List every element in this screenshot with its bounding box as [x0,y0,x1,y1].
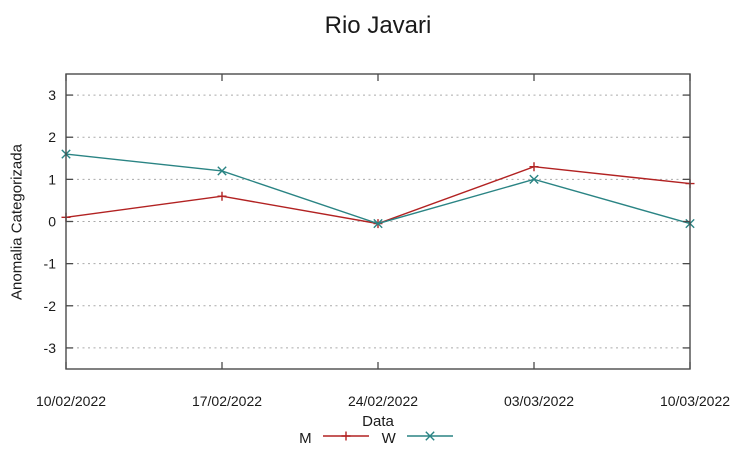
series-line-w [65,153,691,225]
chart-title: Rio Javari [324,12,432,39]
y-tick-label: -1 [44,256,57,272]
x-tick-label: 03/03/2022 [504,393,574,409]
x-tick-label: 17/02/2022 [192,393,262,409]
legend-sample-m [322,431,369,441]
series-line-m [65,166,691,225]
legend-line-x-icon [406,429,454,447]
x-tick-label: 10/02/2022 [36,393,106,409]
x-axis-label: Data [362,413,394,430]
legend: M W [0,429,753,447]
y-axis-label: Anomalia Categorizada [8,144,26,300]
y-tick-label: -2 [44,298,57,314]
y-tick-label: -3 [44,340,57,356]
marker-x-icon [529,174,539,185]
marker-x-icon [373,218,383,229]
y-tick-label: 2 [48,129,56,145]
legend-marker-x-icon [425,431,435,441]
legend-line-plus-icon [322,429,370,447]
y-tick-label: 0 [48,214,56,230]
y-tick-label: 1 [48,171,56,187]
legend-sample-w [406,431,453,441]
legend-label-m: M [299,429,312,447]
legend-marker-plus-icon [341,431,351,441]
legend-label-w: W [381,429,396,447]
marker-plus-icon [217,191,227,201]
marker-plus-icon [529,162,539,172]
x-tick-label: 10/03/2022 [660,393,730,409]
x-tick-label: 24/02/2022 [348,393,418,409]
marker-x-icon [217,166,227,176]
legend-item-w: W [382,429,454,447]
legend-item-m: M [299,429,370,447]
y-tick-label: 3 [48,87,56,103]
